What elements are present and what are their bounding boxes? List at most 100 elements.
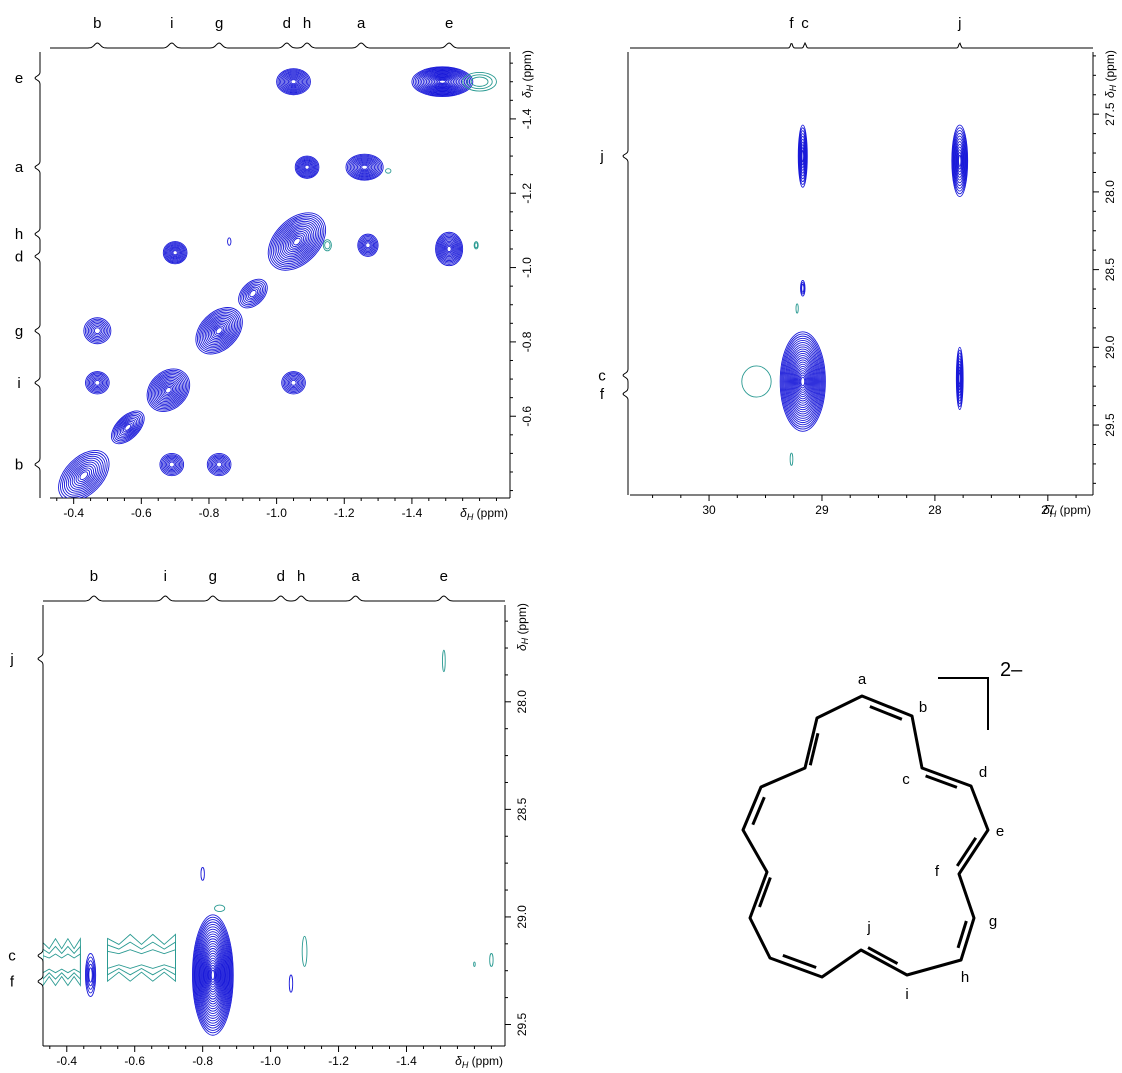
x-axis-label: δH (ppm) (1043, 503, 1091, 519)
double-bond-line (956, 920, 968, 949)
peak-label-top: d (283, 15, 291, 32)
cross-peak (345, 153, 384, 181)
x-tick-label: -1.4 (402, 506, 423, 520)
annulene-structure: 2– a b c d e f g h i j (741, 659, 1023, 1003)
x-tick-label: -0.8 (192, 1054, 213, 1068)
cross-peak (294, 155, 320, 179)
double-bond-line (869, 705, 903, 721)
peak-label-top: g (215, 15, 223, 32)
y-tick-label: 27.5 (1103, 102, 1117, 126)
top-projection-spectrum (50, 42, 510, 49)
plot-area (43, 649, 494, 1036)
y-tick-label: -0.6 (520, 406, 534, 427)
negative-cross-peak (473, 961, 476, 967)
top-projection-spectrum (630, 41, 1093, 49)
double-bond-line (751, 796, 766, 826)
peak-label-top: f (789, 15, 794, 32)
y-tick-label: -1.0 (520, 257, 534, 278)
x-tick-label: -1.0 (260, 1054, 281, 1068)
cross-peak (955, 346, 964, 410)
atom-label-a: a (858, 671, 867, 688)
peak-label-top: a (357, 15, 366, 32)
peak-label-side: j (599, 148, 603, 165)
peak-label-side: e (15, 70, 23, 87)
y-tick-label: 28.0 (1103, 180, 1117, 204)
cross-peak (357, 233, 379, 257)
cross-peak (411, 66, 474, 98)
y-tick-label: 29.5 (1103, 413, 1117, 437)
cross-peak (288, 974, 294, 993)
top-projection-spectrum (43, 595, 505, 602)
negative-cross-peak (789, 452, 794, 466)
cross-peak (159, 452, 185, 477)
double-bond-line (782, 953, 817, 969)
negative-cross-peak (462, 71, 497, 92)
cross-peak (227, 237, 232, 246)
double-bond-line (867, 946, 899, 965)
negative-cross-peak (795, 303, 799, 314)
peak-label-side: j (9, 651, 13, 668)
y-tick-label: 28.5 (515, 797, 529, 821)
diagonal-peak (267, 212, 327, 271)
y-tick-label: 28.0 (515, 690, 529, 714)
x-tick-label: -0.6 (131, 506, 152, 520)
atom-label-c: c (902, 771, 910, 788)
peak-label-side: g (15, 323, 23, 340)
x-tick-label: 29 (815, 503, 829, 517)
left-projection-spectrum (34, 52, 41, 498)
peak-label-side: b (15, 457, 23, 474)
x-tick-label: -1.2 (334, 506, 355, 520)
y-tick-label: -0.8 (520, 331, 534, 352)
cross-peak (162, 241, 188, 265)
peak-label-side: i (17, 375, 20, 392)
x-tick-label: -0.8 (199, 506, 220, 520)
cross-peak (85, 953, 97, 997)
y-tick-label: 29.0 (515, 905, 529, 929)
peak-label-side: d (15, 248, 23, 265)
cross-peak (951, 124, 969, 198)
peak-label-top: c (801, 15, 809, 32)
peak-label-top: g (209, 568, 217, 585)
diagonal-peak (110, 410, 145, 445)
cross-peak (797, 124, 808, 188)
charge-bracket (938, 677, 989, 730)
cross-peak (435, 231, 464, 267)
cross-peak (83, 317, 112, 345)
atom-label-j: j (866, 919, 870, 936)
x-axis-label: δH (ppm) (460, 506, 508, 522)
left-projection-spectrum (37, 605, 44, 1046)
cross-peak (800, 280, 806, 297)
ring-bonds (741, 694, 990, 979)
x-tick-label: -1.4 (396, 1054, 417, 1068)
peak-label-top: b (90, 568, 98, 585)
peak-label-side: h (15, 226, 23, 243)
negative-cross-peak (301, 935, 308, 967)
cross-peak (281, 371, 306, 395)
peak-label-top: j (957, 15, 961, 32)
cross-peak (85, 371, 110, 395)
cross-peak (779, 331, 826, 432)
peak-label-top: i (170, 15, 173, 32)
negative-cross-peak (322, 239, 332, 252)
charge-label: 2– (1000, 659, 1023, 681)
atom-label-i: i (905, 986, 908, 1003)
y-axis-label: δH (ppm) (1103, 50, 1118, 98)
negative-cross-peak (489, 953, 494, 967)
double-bond-line (808, 732, 820, 766)
negative-cross-peak (442, 649, 446, 673)
atom-label-h: h (961, 969, 969, 986)
y-tick-label: 29.5 (515, 1012, 529, 1036)
diagonal-peak (146, 368, 191, 412)
atom-label-f: f (935, 863, 940, 880)
negative-band (107, 933, 176, 983)
peak-label-top: a (351, 568, 360, 585)
x-tick-label: -0.6 (124, 1054, 145, 1068)
x-axis-label: δH (ppm) (455, 1054, 503, 1070)
diagonal-peak (195, 307, 243, 355)
x-tick-label: -0.4 (63, 506, 84, 520)
peak-label-top: i (164, 568, 167, 585)
double-bond-line (925, 774, 958, 789)
negative-cross-peak (385, 168, 392, 174)
peak-label-top: h (297, 568, 305, 585)
